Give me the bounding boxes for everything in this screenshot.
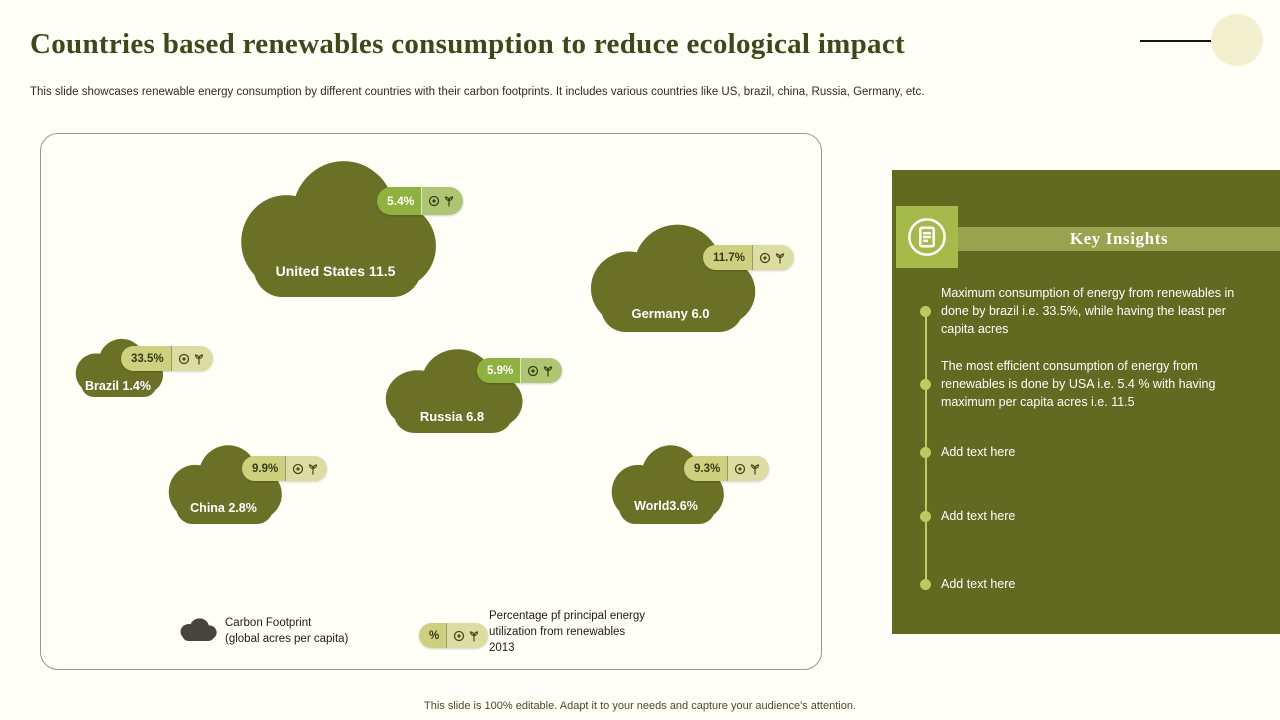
legend-carbon-line1: Carbon Footprint [225, 617, 312, 629]
badge-icons [727, 456, 770, 481]
badge-icons [170, 346, 213, 371]
plant-icon [751, 463, 760, 475]
insight-text: Maximum consumption of energy from renew… [941, 285, 1235, 337]
legend-percent-symbol: % [429, 629, 440, 642]
badge-percent-germany: 11.7% [713, 251, 745, 264]
country-label-russia: Russia 6.8 [419, 409, 485, 424]
badge-icons [285, 456, 328, 481]
country-label-brazil: Brazil 1.4% [84, 379, 151, 393]
key-insights-panel: Key Insights Maximum consumption of ener… [892, 170, 1280, 634]
target-icon [293, 463, 304, 474]
key-insights-header: Key Insights [958, 227, 1280, 251]
badge-percent-brazil: 33.5% [131, 352, 164, 365]
decorative-line [1140, 40, 1212, 42]
plant-icon [775, 252, 785, 264]
decorative-circle [1211, 14, 1263, 66]
target-icon [454, 630, 465, 641]
legend-cloud-icon [179, 618, 217, 641]
insight-text: Add text here [941, 444, 1016, 459]
target-icon [759, 252, 771, 263]
badge-world: 9.3% [684, 456, 770, 481]
insight-item-placeholder: Add text here [920, 571, 1262, 597]
insight-text: Add text here [941, 508, 1016, 523]
badge-percent-russia: 5.9% [487, 364, 514, 377]
cloud-united-states: United States 11.5 [233, 159, 438, 297]
cloud-icon [241, 161, 436, 297]
badge-percent-china: 9.9% [252, 462, 279, 475]
badge-icons [446, 623, 489, 648]
page-title: Countries based renewables consumption t… [30, 28, 905, 60]
plant-icon [194, 353, 203, 365]
badge-russia: 5.9% [477, 358, 563, 383]
bullet-dot [920, 378, 931, 390]
cloud-germany: Germany 6.0 [584, 223, 757, 332]
country-label-world: World3.6% [634, 499, 698, 513]
badge-percent-united-states: 5.4% [387, 194, 415, 208]
country-label-united-states: United States 11.5 [275, 263, 396, 279]
country-label-china: China 2.8% [190, 501, 257, 515]
plant-icon [470, 630, 479, 642]
badge-icons [751, 245, 794, 270]
plant-icon [309, 463, 318, 475]
target-icon [429, 195, 440, 207]
bullet-dot [920, 305, 931, 317]
notes-icon-box [896, 206, 958, 268]
plant-icon [544, 365, 553, 377]
badge-percent-world: 9.3% [694, 462, 721, 475]
legend-carbon-footprint: Carbon Footprint (global acres per capit… [225, 615, 348, 647]
slide-footer-note: This slide is 100% editable. Adapt it to… [424, 700, 856, 712]
insight-text: The most efficient consumption of energy… [941, 358, 1216, 410]
insight-item: The most efficient consumption of energy… [920, 355, 1262, 413]
badge-icons [520, 358, 563, 383]
badge-united-states: 5.4% [377, 187, 464, 215]
key-insights-title: Key Insights [1069, 229, 1169, 248]
badge-icons [421, 187, 464, 215]
insight-item: Maximum consumption of energy from renew… [920, 283, 1262, 339]
target-icon [528, 365, 539, 376]
insight-text: Add text here [941, 576, 1016, 591]
cloud-icon [385, 349, 523, 433]
cloud-chart-area: United States 11.5 5.4% Germany 6.0 11.7… [40, 133, 822, 670]
slide-subtitle: This slide showcases renewable energy co… [30, 86, 925, 98]
bullet-dot [920, 510, 931, 522]
country-label-germany: Germany 6.0 [631, 306, 710, 321]
bullet-dot [920, 578, 931, 590]
notes-icon [908, 218, 946, 256]
insight-item-placeholder: Add text here [920, 503, 1262, 529]
bullet-dot [920, 446, 931, 458]
cloud-russia: Russia 6.8 [380, 348, 524, 433]
legend-percent-badge: % [419, 623, 489, 648]
legend-carbon-line2: (global acres per capita) [225, 633, 349, 646]
cloud-icon [590, 224, 756, 332]
badge-brazil: 33.5% [121, 346, 213, 371]
badge-china: 9.9% [242, 456, 328, 481]
cloud-icon [180, 618, 217, 641]
target-icon [178, 353, 189, 364]
plant-icon [445, 196, 454, 207]
badge-germany: 11.7% [703, 245, 794, 270]
legend-percent-text: Percentage pf principal energy utilizati… [489, 610, 645, 655]
target-icon [735, 463, 746, 474]
insight-item-placeholder: Add text here [920, 439, 1262, 465]
